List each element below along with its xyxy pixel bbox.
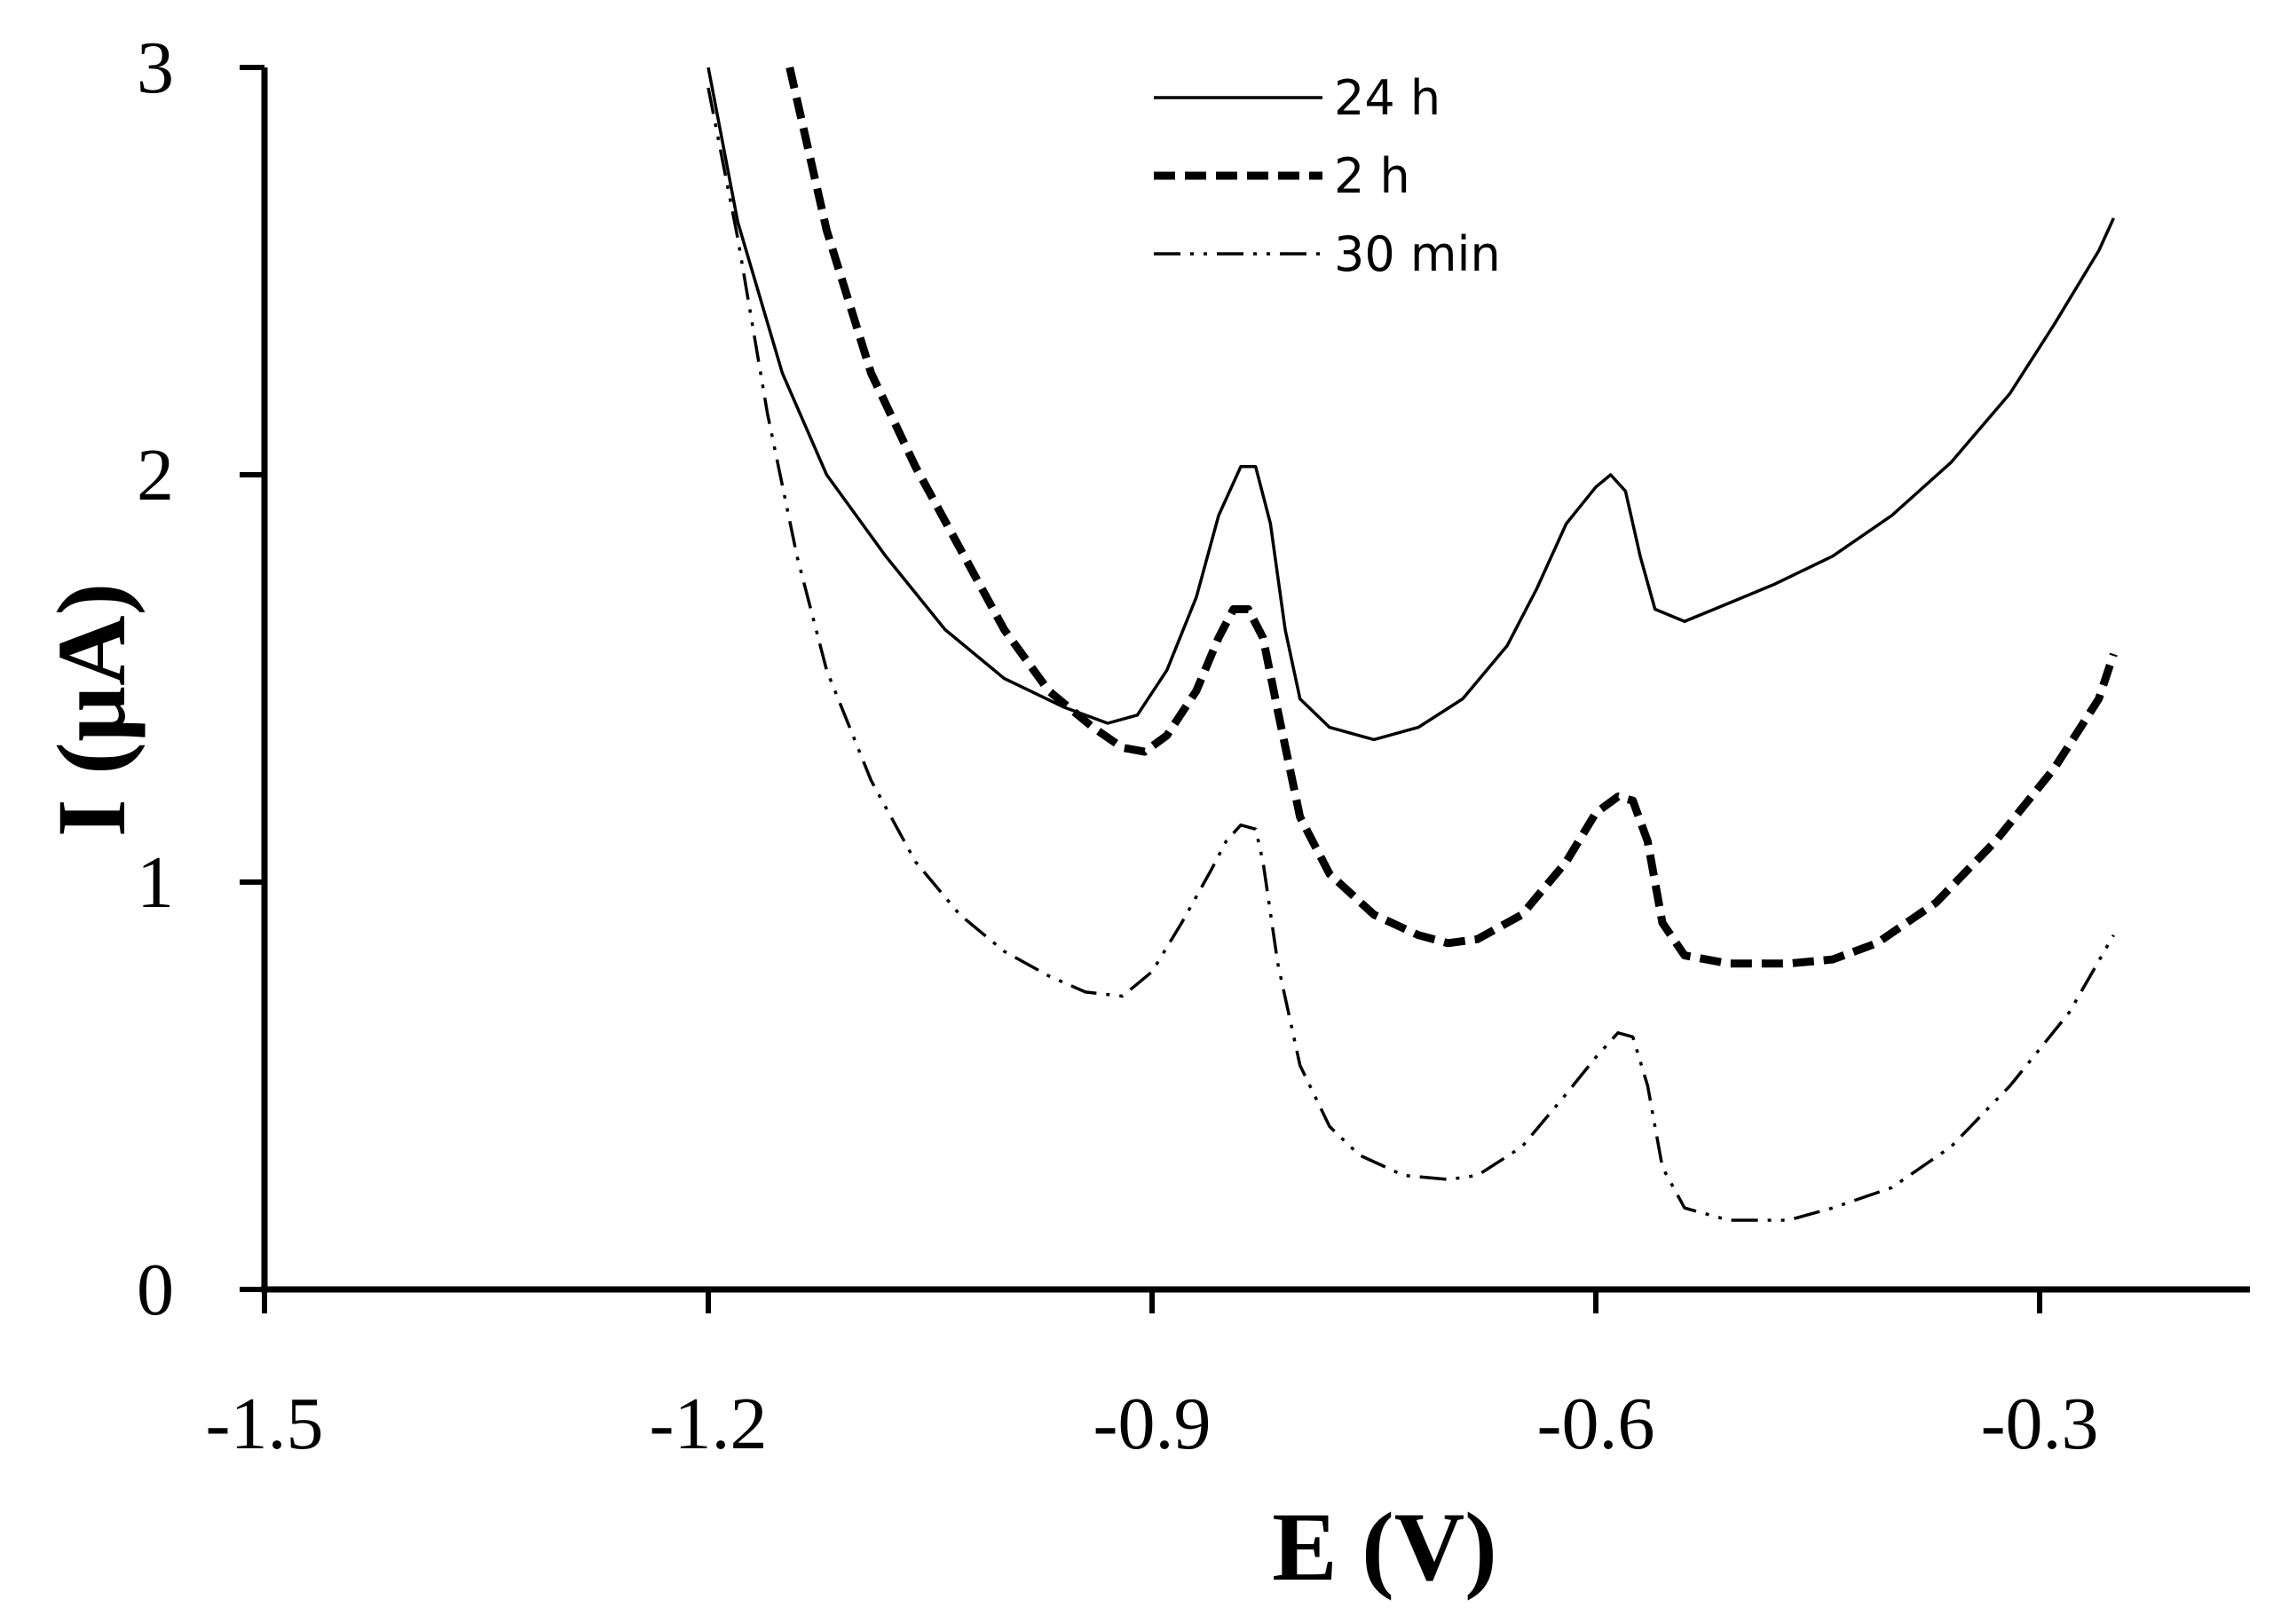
legend: 24 h 2 h 30 min	[1154, 70, 1501, 282]
x-tick-label: -0.6	[1537, 1383, 1655, 1465]
x-tick-label: -1.5	[206, 1383, 324, 1465]
axes	[261, 67, 2250, 1293]
ticks: -1.5 -1.2 -0.9 -0.6 -0.3 0 1 2 3	[137, 27, 2099, 1465]
x-tick-label: -1.2	[650, 1383, 768, 1465]
y-tick-label: 3	[137, 27, 174, 109]
legend-label: 30 min	[1334, 226, 1501, 282]
legend-label: 24 h	[1334, 70, 1440, 126]
series-line-2-h	[785, 67, 2118, 968]
x-axis-title: E (V)	[1272, 1493, 1497, 1601]
y-axis-title: I (µA)	[37, 583, 146, 837]
x-tick-label: -0.9	[1093, 1383, 1212, 1465]
legend-label: 2 h	[1334, 148, 1410, 204]
x-tick-label: -0.3	[1981, 1383, 2099, 1465]
series-line-24-h	[706, 67, 2115, 742]
y-tick-label: 2	[137, 434, 174, 516]
series-line-30-min	[706, 87, 2115, 1222]
series-layer	[706, 67, 2118, 1222]
y-tick-label: 1	[137, 841, 174, 924]
y-tick-label: 0	[137, 1249, 174, 1331]
